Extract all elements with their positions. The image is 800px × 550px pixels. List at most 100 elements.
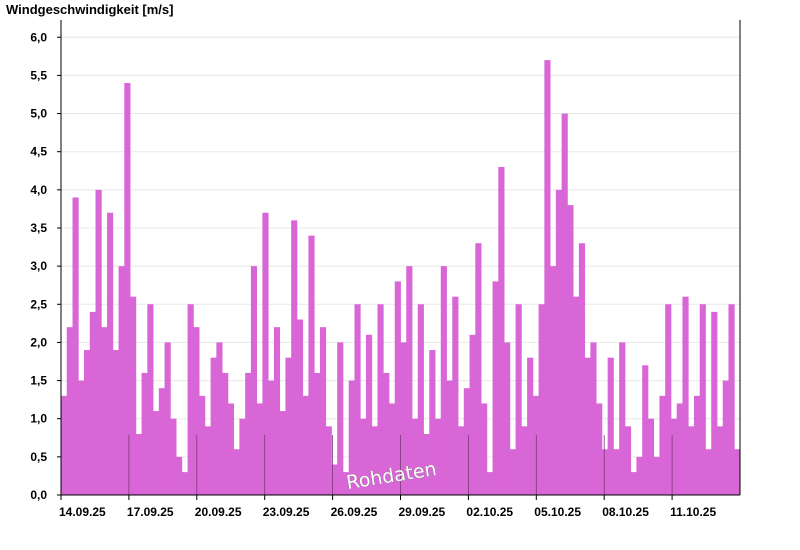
bar-91: [584, 357, 591, 495]
bar-93: [596, 403, 603, 495]
x-tick-label-2: 20.09.25: [195, 505, 242, 519]
bar-30: [233, 449, 240, 495]
bar-67: [446, 380, 453, 495]
bar-60: [406, 266, 413, 495]
y-tick-label-9: 4,5: [30, 145, 47, 159]
bar-86: [555, 189, 563, 495]
bar-98: [624, 426, 632, 495]
bar-84: [544, 60, 551, 496]
x-tick-label-1: 17.09.25: [127, 505, 174, 519]
bar-2: [72, 197, 79, 495]
bar-41: [296, 319, 304, 495]
y-tick-label-11: 5,5: [30, 68, 47, 82]
y-tick-label-0: 0,0: [30, 488, 47, 502]
bar-63: [423, 433, 430, 495]
bar-111: [699, 304, 706, 495]
bar-27: [216, 342, 223, 495]
bar-43: [308, 235, 315, 496]
bar-59: [400, 342, 407, 495]
bar-42: [302, 395, 309, 495]
bar-47: [331, 464, 338, 495]
bar-23: [193, 327, 200, 495]
bar-21: [181, 472, 188, 495]
bar-series: [61, 60, 741, 496]
bar-28: [222, 372, 229, 495]
bar-9: [112, 350, 119, 495]
bar-24: [199, 395, 206, 495]
bar-12: [130, 296, 137, 495]
bar-79: [515, 304, 522, 495]
bar-35: [262, 212, 269, 496]
bar-16: [153, 411, 160, 495]
x-tick-label-6: 02.10.25: [466, 505, 513, 519]
bar-52: [360, 418, 367, 495]
x-tick-label-9: 11.10.25: [670, 505, 716, 519]
x-tick-label-7: 05.10.25: [534, 505, 581, 519]
bar-54: [371, 426, 378, 495]
bar-96: [613, 449, 620, 495]
bar-76: [498, 166, 505, 495]
bar-6: [95, 189, 102, 495]
bar-97: [619, 342, 626, 495]
bar-64: [429, 350, 436, 495]
bar-37: [273, 327, 281, 495]
bar-107: [676, 403, 683, 495]
bar-106: [670, 418, 678, 495]
bar-108: [682, 296, 689, 495]
bar-114: [716, 426, 724, 495]
bar-3: [78, 380, 85, 495]
bar-110: [693, 395, 701, 495]
bar-39: [285, 357, 292, 495]
y-tick-label-5: 2,5: [30, 297, 47, 311]
bar-56: [383, 372, 390, 495]
bar-116: [728, 304, 735, 495]
bar-32: [245, 372, 252, 495]
x-tick-labels: 14.09.25 17.09.25 20.09.25 23.09.25 26.09.25…: [59, 505, 716, 519]
bar-44: [314, 372, 321, 495]
bar-31: [239, 418, 246, 495]
bar-72: [475, 243, 482, 495]
bar-46: [325, 426, 332, 495]
bar-100: [636, 456, 643, 495]
bar-7: [101, 327, 108, 495]
bar-112: [705, 449, 712, 495]
bar-55: [377, 304, 384, 495]
bar-81: [527, 357, 534, 495]
bar-101: [642, 365, 649, 495]
y-tick-label-6: 3,0: [30, 259, 47, 273]
bar-13: [135, 433, 142, 495]
bar-58: [394, 281, 401, 495]
bar-15: [147, 304, 154, 495]
bar-51: [354, 304, 361, 495]
bar-5: [89, 311, 96, 495]
axes: [60, 20, 741, 500]
bar-88: [567, 205, 574, 495]
bar-20: [176, 456, 183, 495]
x-tick-label-4: 26.09.25: [331, 505, 378, 519]
bar-1: [66, 327, 73, 495]
y-tick-label-10: 5,0: [30, 107, 47, 121]
bar-22: [187, 304, 194, 495]
x-tick-label-0: 14.09.25: [59, 505, 106, 519]
y-tick-labels: 0,0 0,5 1,0 1,5 2,0 2,5 3,0 3,5 4,0 4,5 5,0 5,5 6,0: [30, 30, 61, 502]
x-tick-label-5: 29.09.25: [399, 505, 446, 519]
bar-102: [647, 418, 655, 495]
bar-115: [722, 380, 729, 495]
bar-99: [630, 472, 637, 495]
bar-62: [417, 304, 424, 495]
bar-17: [158, 388, 165, 495]
y-tick-label-7: 3,5: [30, 221, 47, 235]
chart-title: Windgeschwindigkeit [m/s]: [6, 2, 174, 17]
bar-25: [204, 426, 212, 495]
bar-90: [578, 243, 586, 495]
y-tick-label-2: 1,0: [30, 412, 47, 426]
bar-92: [590, 342, 597, 495]
bar-71: [469, 334, 476, 495]
bar-117: [734, 449, 741, 495]
bar-87: [561, 113, 568, 496]
bar-50: [348, 380, 355, 495]
bar-19: [170, 418, 177, 495]
bar-68: [452, 296, 459, 495]
bar-61: [412, 418, 419, 495]
